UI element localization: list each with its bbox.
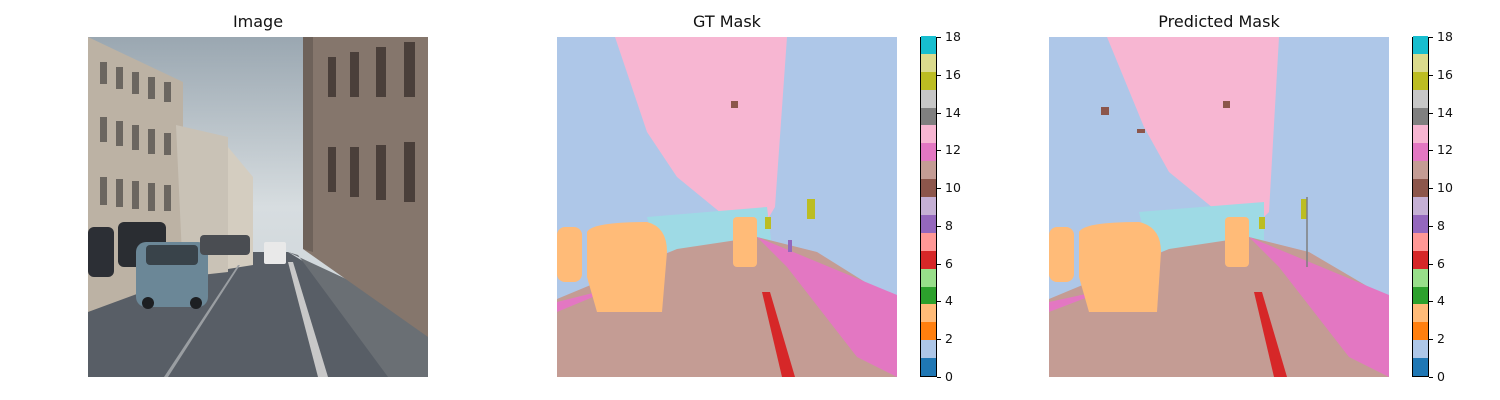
colorbar-tick-label: 4 bbox=[1437, 293, 1445, 309]
colorbar-segment bbox=[1413, 71, 1428, 90]
colorbar-segment bbox=[1413, 124, 1428, 144]
colorbar-segment bbox=[921, 53, 936, 72]
colorbar-tick bbox=[937, 188, 941, 190]
colorbar-tick bbox=[1429, 112, 1433, 114]
colorbar-tick-label: 12 bbox=[1437, 142, 1453, 158]
colorbar-tick-label: 2 bbox=[945, 331, 953, 347]
colorbar-segment bbox=[921, 232, 936, 251]
colorbar-tick bbox=[1429, 301, 1433, 303]
street-photo bbox=[88, 37, 428, 377]
colorbar-segment bbox=[1413, 321, 1428, 341]
colorbar-segment bbox=[921, 303, 936, 323]
colorbar-segment bbox=[921, 160, 936, 180]
colorbar-tick-label: 16 bbox=[945, 66, 961, 82]
colorbar-segment bbox=[921, 214, 936, 233]
colorbar-tick-label: 18 bbox=[1437, 29, 1453, 44]
colorbar-segment bbox=[1413, 232, 1428, 251]
colorbar-segment bbox=[921, 107, 936, 126]
colorbar-tick bbox=[1429, 37, 1433, 38]
predicted-mask bbox=[1049, 37, 1389, 377]
colorbar-tick bbox=[1429, 150, 1433, 152]
colorbar-tick bbox=[937, 339, 941, 341]
colorbar-tick-label: 16 bbox=[1437, 66, 1453, 82]
colorbar-tick-label: 8 bbox=[945, 217, 953, 233]
colorbar-segment bbox=[1413, 35, 1428, 54]
colorbar-tick bbox=[937, 377, 941, 378]
colorbar-tick-label: 6 bbox=[945, 255, 953, 271]
colorbar-segment bbox=[921, 89, 936, 108]
image-panel-title: Image bbox=[232, 12, 284, 31]
colorbar-segment bbox=[921, 321, 936, 341]
colorbar-segment bbox=[1413, 250, 1428, 269]
colorbar-segment bbox=[1413, 107, 1428, 126]
colorbar-segment bbox=[1413, 303, 1428, 323]
colorbar-tick-label: 8 bbox=[1437, 217, 1445, 233]
colorbar-tick-label: 2 bbox=[1437, 331, 1445, 347]
colorbar-segment bbox=[1413, 339, 1428, 359]
colorbar-segment bbox=[1413, 357, 1428, 376]
colorbar-segment bbox=[921, 35, 936, 54]
colorbar-tick bbox=[937, 263, 941, 265]
colorbar-tick-label: 6 bbox=[1437, 255, 1445, 271]
colorbar-tick-label: 10 bbox=[1437, 180, 1453, 196]
colorbar-segment bbox=[921, 71, 936, 90]
colorbar-tick bbox=[937, 301, 941, 303]
predicted-mask-colorbar bbox=[1412, 35, 1429, 377]
predicted-mask-panel-title: Predicted Mask bbox=[1158, 12, 1280, 31]
colorbar-tick bbox=[937, 112, 941, 114]
colorbar-segment bbox=[921, 286, 936, 305]
colorbar-segment bbox=[921, 268, 936, 287]
colorbar-segment bbox=[921, 178, 936, 198]
colorbar-segment bbox=[1413, 89, 1428, 108]
colorbar-tick bbox=[1429, 377, 1433, 378]
colorbar-tick-label: 4 bbox=[945, 293, 953, 309]
colorbar-tick bbox=[1429, 188, 1433, 190]
colorbar-tick-label: 10 bbox=[945, 180, 961, 196]
colorbar-tick-label: 0 bbox=[1437, 369, 1445, 384]
colorbar-tick-label: 18 bbox=[945, 29, 961, 44]
colorbar-segment bbox=[921, 196, 936, 215]
colorbar-segment bbox=[1413, 286, 1428, 305]
colorbar-segment bbox=[921, 142, 936, 162]
colorbar-tick-label: 14 bbox=[945, 104, 961, 120]
colorbar-tick-label: 0 bbox=[945, 369, 953, 384]
colorbar-tick-label: 14 bbox=[1437, 104, 1453, 120]
gt-mask bbox=[557, 37, 897, 377]
colorbar-tick bbox=[937, 150, 941, 152]
colorbar-tick bbox=[1429, 74, 1433, 76]
colorbar-tick-label: 12 bbox=[945, 142, 961, 158]
colorbar-tick bbox=[1429, 225, 1433, 227]
colorbar-segment bbox=[1413, 178, 1428, 198]
colorbar-tick bbox=[1429, 263, 1433, 265]
colorbar-segment bbox=[1413, 214, 1428, 233]
colorbar-segment bbox=[921, 357, 936, 376]
colorbar-segment bbox=[1413, 53, 1428, 72]
colorbar-segment bbox=[921, 250, 936, 269]
colorbar-tick bbox=[937, 37, 941, 38]
colorbar-tick bbox=[937, 74, 941, 76]
colorbar-tick bbox=[937, 225, 941, 227]
gt-mask-colorbar bbox=[920, 35, 937, 377]
colorbar-tick bbox=[1429, 339, 1433, 341]
colorbar-segment bbox=[921, 339, 936, 359]
colorbar-segment bbox=[1413, 160, 1428, 180]
colorbar-segment bbox=[1413, 196, 1428, 215]
colorbar-segment bbox=[1413, 142, 1428, 162]
colorbar-segment bbox=[921, 124, 936, 144]
colorbar-segment bbox=[1413, 268, 1428, 287]
gt-mask-panel-title: GT Mask bbox=[693, 12, 761, 31]
